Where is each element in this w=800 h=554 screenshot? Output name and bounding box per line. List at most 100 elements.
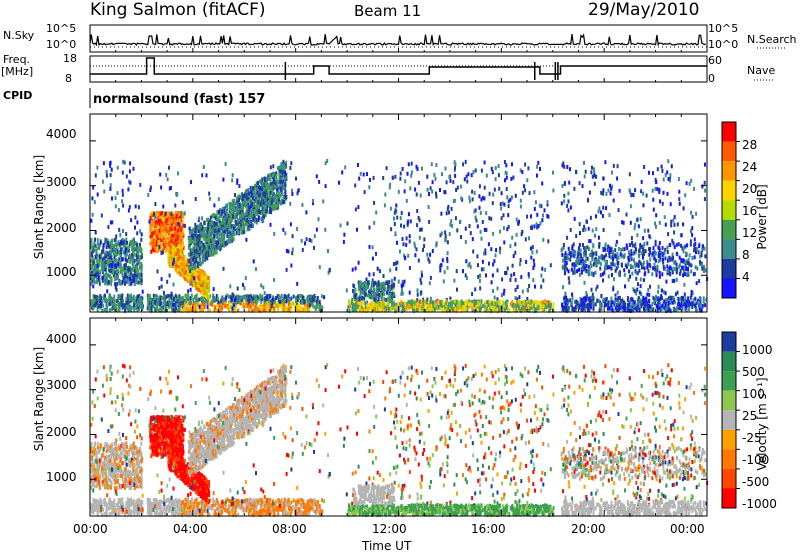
power-cell bbox=[674, 215, 676, 219]
power-cell bbox=[234, 193, 236, 197]
power-cell bbox=[219, 223, 221, 227]
power-cell bbox=[638, 224, 640, 228]
power-cell bbox=[296, 227, 298, 231]
power-cell bbox=[503, 213, 505, 217]
power-cell bbox=[117, 275, 119, 279]
power-cell bbox=[253, 193, 255, 197]
power-cell bbox=[439, 188, 441, 192]
power-cell bbox=[272, 190, 274, 194]
power-cell bbox=[240, 216, 242, 220]
power-cell bbox=[431, 162, 433, 166]
power-cell bbox=[137, 259, 139, 263]
power-cell bbox=[583, 161, 585, 165]
power-cell bbox=[249, 199, 251, 203]
power-cell bbox=[269, 207, 271, 211]
power-cell bbox=[230, 202, 232, 206]
power-cell bbox=[225, 221, 227, 225]
power-cell bbox=[271, 304, 273, 308]
power-cell bbox=[150, 226, 152, 230]
power-cell bbox=[585, 291, 587, 295]
power-cell bbox=[199, 226, 201, 230]
power-cell bbox=[204, 272, 206, 276]
power-cell bbox=[118, 295, 120, 299]
power-cell bbox=[460, 185, 462, 189]
power-cell bbox=[126, 279, 128, 283]
power-cell bbox=[310, 294, 312, 298]
power-cell bbox=[212, 249, 214, 253]
power-cell bbox=[117, 262, 119, 266]
power-cell bbox=[466, 276, 468, 280]
power-cell bbox=[126, 241, 128, 245]
power-cell bbox=[119, 255, 121, 259]
power-cell bbox=[99, 282, 101, 286]
power-cell bbox=[130, 282, 132, 286]
power-cell bbox=[284, 189, 286, 193]
power-cell bbox=[270, 165, 272, 169]
power-cell bbox=[185, 270, 187, 274]
power-cell bbox=[595, 227, 597, 231]
power-cell bbox=[686, 181, 688, 185]
power-cell bbox=[484, 228, 486, 232]
power-cell bbox=[200, 261, 202, 265]
power-cell bbox=[608, 189, 610, 193]
power-cell bbox=[677, 291, 679, 295]
power-cell bbox=[188, 266, 190, 270]
power-cell bbox=[481, 237, 483, 241]
power-cell bbox=[284, 171, 286, 175]
power-cell bbox=[91, 253, 93, 257]
power-cell bbox=[98, 244, 100, 248]
power-cell bbox=[479, 279, 481, 283]
power-cell bbox=[671, 164, 673, 168]
power-cell bbox=[109, 245, 111, 249]
power-cell bbox=[492, 232, 494, 236]
power-cell bbox=[646, 194, 648, 198]
power-cell bbox=[200, 276, 202, 280]
power-cell bbox=[111, 239, 113, 243]
power-cell bbox=[471, 190, 473, 194]
power-cell bbox=[594, 182, 596, 186]
power-cell bbox=[129, 161, 131, 165]
power-cell bbox=[594, 234, 596, 238]
power-cell bbox=[394, 222, 396, 226]
power-cell bbox=[579, 222, 581, 226]
power-cell bbox=[368, 185, 370, 189]
power-cell bbox=[592, 175, 594, 179]
power-cell bbox=[690, 211, 692, 215]
power-cell bbox=[207, 285, 209, 289]
power-cell bbox=[476, 254, 478, 258]
power-cell bbox=[343, 233, 345, 237]
power-cell bbox=[402, 283, 404, 287]
power-cell bbox=[94, 295, 96, 299]
power-cell bbox=[439, 268, 441, 272]
power-cell bbox=[507, 213, 509, 217]
power-cell bbox=[167, 246, 169, 250]
power-cell bbox=[176, 214, 178, 218]
power-cell bbox=[196, 250, 198, 254]
power-cell bbox=[301, 307, 303, 311]
power-cell bbox=[101, 250, 103, 254]
power-cell bbox=[202, 257, 204, 261]
power-cell bbox=[170, 303, 172, 307]
power-cell bbox=[441, 231, 443, 235]
power-cell bbox=[595, 175, 597, 179]
power-cell bbox=[178, 261, 180, 265]
power-cell bbox=[130, 308, 132, 312]
power-cell bbox=[153, 219, 155, 223]
power-cell bbox=[589, 191, 591, 195]
power-cell bbox=[693, 187, 695, 191]
power-cell bbox=[178, 307, 180, 311]
power-cell bbox=[295, 298, 297, 302]
power-cell bbox=[163, 291, 165, 295]
power-cell bbox=[200, 231, 202, 235]
power-cell bbox=[151, 306, 153, 310]
power-cell bbox=[489, 192, 491, 196]
power-cell bbox=[273, 306, 275, 310]
power-cell bbox=[663, 178, 665, 182]
power-cell bbox=[149, 307, 151, 311]
power-cell bbox=[92, 284, 94, 288]
power-cell bbox=[306, 237, 308, 241]
power-cell bbox=[643, 203, 645, 207]
power-cell bbox=[101, 214, 103, 218]
power-cell bbox=[298, 303, 300, 307]
power-cell bbox=[394, 277, 396, 281]
